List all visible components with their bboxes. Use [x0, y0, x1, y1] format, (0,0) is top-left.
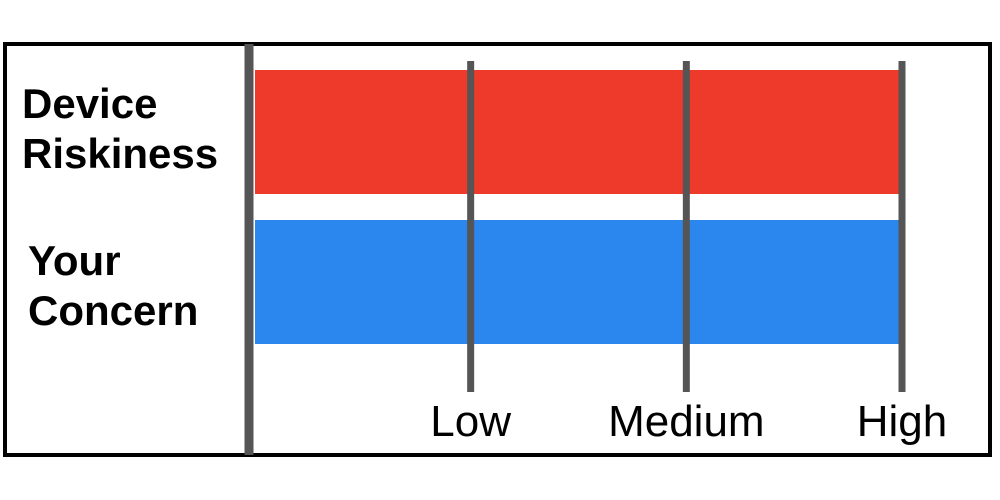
category-label-line: Riskiness — [22, 130, 218, 177]
bar-device-riskiness — [255, 70, 902, 194]
tick-label-medium: Medium — [608, 397, 765, 446]
x-tick-labels: Low Medium High — [430, 397, 947, 446]
bar-your-concern — [255, 220, 902, 344]
tick-label-high: High — [857, 397, 948, 446]
bars-layer — [255, 70, 902, 344]
category-label-line: Concern — [28, 287, 198, 334]
gridlines-layer — [467, 61, 906, 392]
tick-label-low: Low — [430, 397, 511, 446]
category-label-line: Your — [28, 237, 121, 284]
category-label-line: Device — [22, 80, 157, 127]
